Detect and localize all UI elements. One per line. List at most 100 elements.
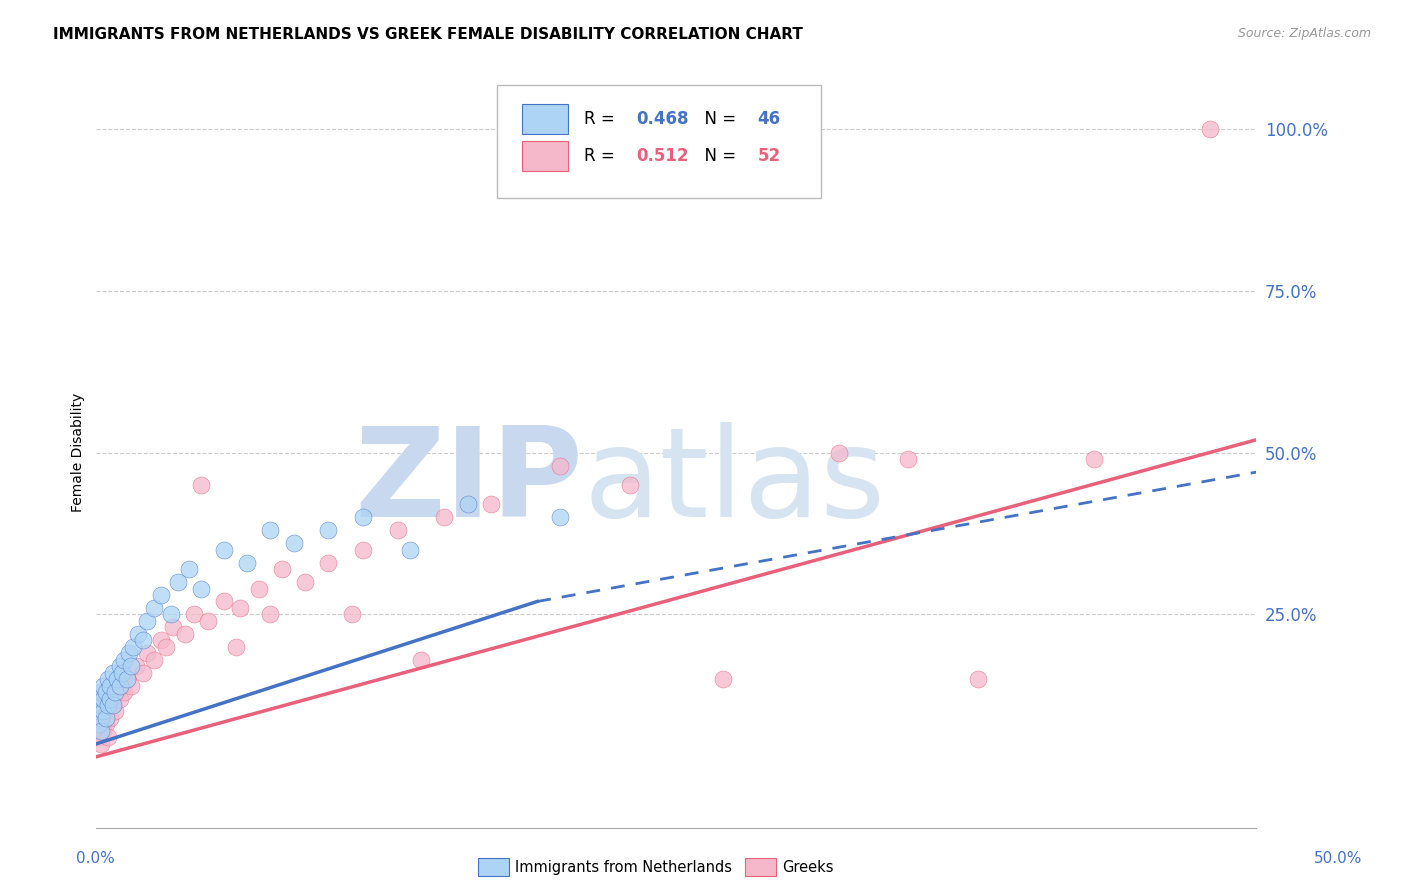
Text: 0.0%: 0.0% <box>76 851 115 865</box>
Point <box>111 665 134 680</box>
Point <box>457 498 479 512</box>
Point <box>132 665 155 680</box>
Point <box>94 685 117 699</box>
Point <box>115 672 138 686</box>
Point <box>143 601 166 615</box>
Point <box>283 536 305 550</box>
Point <box>550 510 572 524</box>
Point <box>340 607 363 622</box>
Point <box>120 679 142 693</box>
Point <box>105 685 128 699</box>
Point <box>162 620 184 634</box>
Point <box>108 659 131 673</box>
Point <box>150 588 173 602</box>
Text: N =: N = <box>693 110 741 128</box>
Point <box>90 723 112 738</box>
Point <box>179 562 201 576</box>
Point <box>87 705 110 719</box>
Point <box>97 698 120 712</box>
Point <box>271 562 294 576</box>
Point <box>115 672 138 686</box>
Point <box>259 524 281 538</box>
Point <box>398 542 420 557</box>
Point <box>87 717 110 731</box>
Point <box>108 679 131 693</box>
Point <box>112 685 135 699</box>
Point <box>105 672 128 686</box>
Point <box>190 478 212 492</box>
Point <box>104 705 127 719</box>
Point <box>190 582 212 596</box>
Point <box>711 672 734 686</box>
Point <box>111 679 134 693</box>
Point <box>112 653 135 667</box>
Text: 0.468: 0.468 <box>636 110 689 128</box>
Point <box>87 731 110 745</box>
Text: ZIP: ZIP <box>354 422 583 543</box>
Text: 52: 52 <box>758 147 780 165</box>
Point <box>91 723 114 738</box>
Y-axis label: Female Disability: Female Disability <box>72 393 86 512</box>
Point <box>127 627 149 641</box>
Point <box>897 452 920 467</box>
Text: N =: N = <box>693 147 741 165</box>
Point <box>97 691 120 706</box>
Point <box>183 607 205 622</box>
FancyBboxPatch shape <box>496 85 821 197</box>
Point <box>101 665 124 680</box>
Point <box>1083 452 1105 467</box>
Point <box>236 556 259 570</box>
Bar <box>522 103 568 134</box>
Point <box>101 698 124 712</box>
Point <box>225 640 247 654</box>
Bar <box>522 141 568 171</box>
Point <box>619 478 641 492</box>
Text: Source: ZipAtlas.com: Source: ZipAtlas.com <box>1237 27 1371 40</box>
Point <box>94 698 117 712</box>
Text: Greeks: Greeks <box>782 860 834 874</box>
Point <box>318 556 340 570</box>
Point <box>352 542 374 557</box>
Point <box>125 659 148 673</box>
Point <box>91 705 114 719</box>
Point <box>91 679 114 693</box>
Point <box>90 737 112 751</box>
Point <box>352 510 374 524</box>
Point <box>98 679 121 693</box>
Point <box>90 711 112 725</box>
Point <box>212 542 235 557</box>
Text: atlas: atlas <box>583 422 886 543</box>
Point <box>143 653 166 667</box>
Point <box>98 711 121 725</box>
Point <box>122 640 145 654</box>
Point <box>1199 122 1222 136</box>
Point <box>550 458 572 473</box>
Point <box>118 646 141 660</box>
Point <box>259 607 281 622</box>
Point <box>387 524 409 538</box>
Point <box>294 575 316 590</box>
Point <box>90 711 112 725</box>
Point <box>104 685 127 699</box>
Point <box>197 614 219 628</box>
Point <box>136 646 159 660</box>
Point <box>120 659 142 673</box>
Point <box>150 633 173 648</box>
Point <box>136 614 159 628</box>
Point <box>828 445 851 460</box>
Text: 46: 46 <box>758 110 780 128</box>
Point <box>411 653 433 667</box>
Point <box>87 691 110 706</box>
Point <box>967 672 990 686</box>
Point <box>108 691 131 706</box>
Point <box>318 524 340 538</box>
Text: 50.0%: 50.0% <box>1315 851 1362 865</box>
Point <box>247 582 270 596</box>
Point <box>94 711 117 725</box>
Text: Immigrants from Netherlands: Immigrants from Netherlands <box>515 860 731 874</box>
Point <box>101 698 124 712</box>
Point <box>90 685 112 699</box>
Text: R =: R = <box>583 110 620 128</box>
Text: IMMIGRANTS FROM NETHERLANDS VS GREEK FEMALE DISABILITY CORRELATION CHART: IMMIGRANTS FROM NETHERLANDS VS GREEK FEM… <box>53 27 803 42</box>
Point <box>166 575 188 590</box>
